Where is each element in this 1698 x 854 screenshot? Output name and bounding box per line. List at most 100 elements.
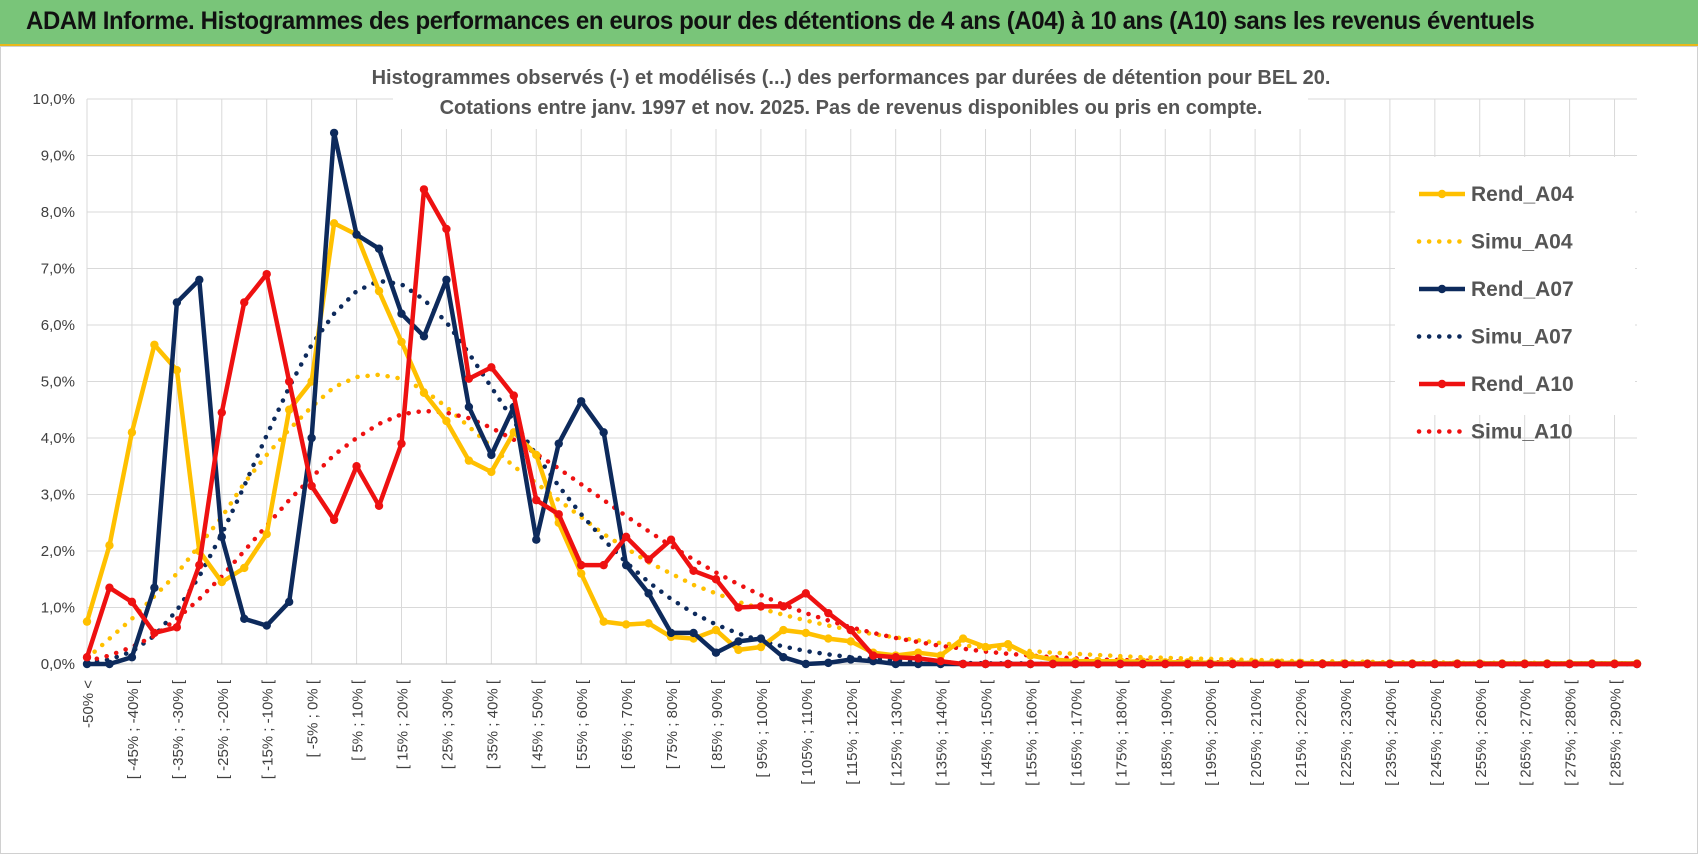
header-bar: ADAM Informe. Histogrammes des performan…	[0, 0, 1698, 46]
data-point	[577, 569, 586, 578]
data-point	[397, 337, 406, 347]
data-point	[824, 634, 833, 643]
x-tick-label: [ 185% ; 190% [	[1158, 679, 1175, 786]
x-tick-label: [ 175% ; 180% [	[1113, 679, 1130, 786]
series-line-Simu_A04	[84, 372, 1640, 666]
data-point	[532, 535, 541, 544]
data-point	[577, 560, 586, 570]
data-point	[1093, 659, 1103, 669]
data-point	[1318, 659, 1327, 669]
data-point	[779, 625, 788, 635]
data-point	[284, 377, 294, 386]
data-point	[1295, 659, 1305, 669]
series-Rend_A10	[82, 185, 1642, 669]
data-point	[240, 614, 249, 623]
x-tick-label: [ 205% ; 210% [	[1248, 679, 1265, 786]
data-point	[240, 563, 249, 573]
x-tick-label: [ 5% ; 10% [	[350, 679, 367, 761]
y-tick-label: 10,0%	[32, 91, 75, 108]
data-point	[891, 659, 900, 669]
data-point	[824, 608, 833, 618]
data-point	[329, 128, 339, 138]
data-point	[195, 560, 204, 570]
data-point	[105, 583, 114, 592]
data-point	[1250, 659, 1260, 669]
data-point	[419, 332, 429, 341]
data-point	[464, 402, 474, 412]
data-point	[577, 397, 586, 406]
data-point	[711, 648, 721, 657]
data-point	[307, 433, 316, 443]
data-point	[487, 467, 496, 477]
x-tick-label: [ 15% ; 20% [	[394, 679, 411, 769]
data-point	[82, 659, 92, 669]
data-point	[644, 555, 653, 564]
data-point	[150, 628, 159, 638]
data-point	[82, 617, 92, 626]
x-tick-label: [ 215% ; 220% [	[1293, 679, 1310, 786]
legend-label: Simu_A04	[1471, 231, 1573, 254]
data-point	[442, 416, 451, 426]
data-point	[284, 405, 294, 414]
series-Simu_A10	[84, 408, 1640, 666]
series-group	[82, 128, 1642, 669]
data-point	[397, 309, 406, 318]
data-point	[756, 642, 766, 652]
x-tick-label: [ 85% ; 90% [	[709, 679, 726, 769]
data-point	[352, 462, 361, 471]
x-tick-label: [ -35% ; -30% [	[170, 679, 187, 779]
data-point	[1610, 659, 1619, 669]
data-point	[756, 602, 766, 611]
data-point	[419, 388, 429, 397]
data-point	[217, 577, 226, 587]
data-point	[599, 560, 608, 570]
data-point	[756, 634, 766, 643]
data-point	[779, 653, 788, 662]
legend-item-Rend_A07: Rend_A07	[1419, 278, 1574, 301]
data-point	[666, 535, 676, 544]
data-point	[464, 456, 474, 465]
data-point	[711, 575, 721, 584]
series-line-Simu_A10	[84, 408, 1640, 666]
data-point	[397, 439, 406, 448]
legend-item-Rend_A10: Rend_A10	[1419, 373, 1574, 396]
y-tick-label: 0,0%	[41, 656, 75, 673]
data-point	[779, 602, 788, 611]
line-chart: 0,0% 1,0% 2,0% 3,0% 4,0% 5,0% 6,0% 7,0% 8,0% 9,0%…	[32, 63, 1642, 786]
data-point	[150, 340, 159, 349]
data-point	[329, 515, 339, 525]
data-point	[891, 653, 900, 662]
y-tick-label: 2,0%	[41, 543, 75, 560]
data-point	[846, 637, 855, 646]
data-point	[1138, 659, 1147, 669]
data-point	[689, 628, 698, 638]
x-tick-label: [ 75% ; 80% [	[664, 679, 681, 769]
x-tick-label: [ 115% ; 120% [	[844, 679, 861, 785]
data-point	[1363, 659, 1372, 669]
series-line-Rend_A10	[84, 187, 1637, 667]
data-point	[734, 637, 743, 646]
data-point	[1565, 659, 1574, 669]
data-point	[1071, 659, 1080, 669]
x-tick-label: [ 55% ; 60% [	[574, 679, 591, 769]
data-point	[1026, 651, 1035, 660]
data-point	[711, 625, 721, 635]
x-tick-label: -50% <	[80, 680, 97, 728]
y-tick-label: 4,0%	[41, 430, 75, 447]
data-point	[82, 653, 92, 662]
data-point	[487, 363, 496, 372]
data-point	[172, 366, 182, 375]
data-point	[1116, 659, 1125, 669]
data-point	[869, 651, 878, 660]
data-point	[487, 450, 496, 460]
y-tick-label: 8,0%	[41, 204, 75, 221]
x-tick-label: [ 225% ; 230% [	[1338, 679, 1355, 786]
data-point	[1228, 659, 1237, 669]
x-tick-label: [ 245% ; 250% [	[1428, 679, 1445, 786]
data-point	[1542, 659, 1552, 669]
data-point	[666, 628, 676, 638]
data-point	[217, 532, 226, 542]
data-point	[621, 620, 631, 629]
data-point	[689, 566, 698, 575]
data-point	[1340, 659, 1350, 669]
